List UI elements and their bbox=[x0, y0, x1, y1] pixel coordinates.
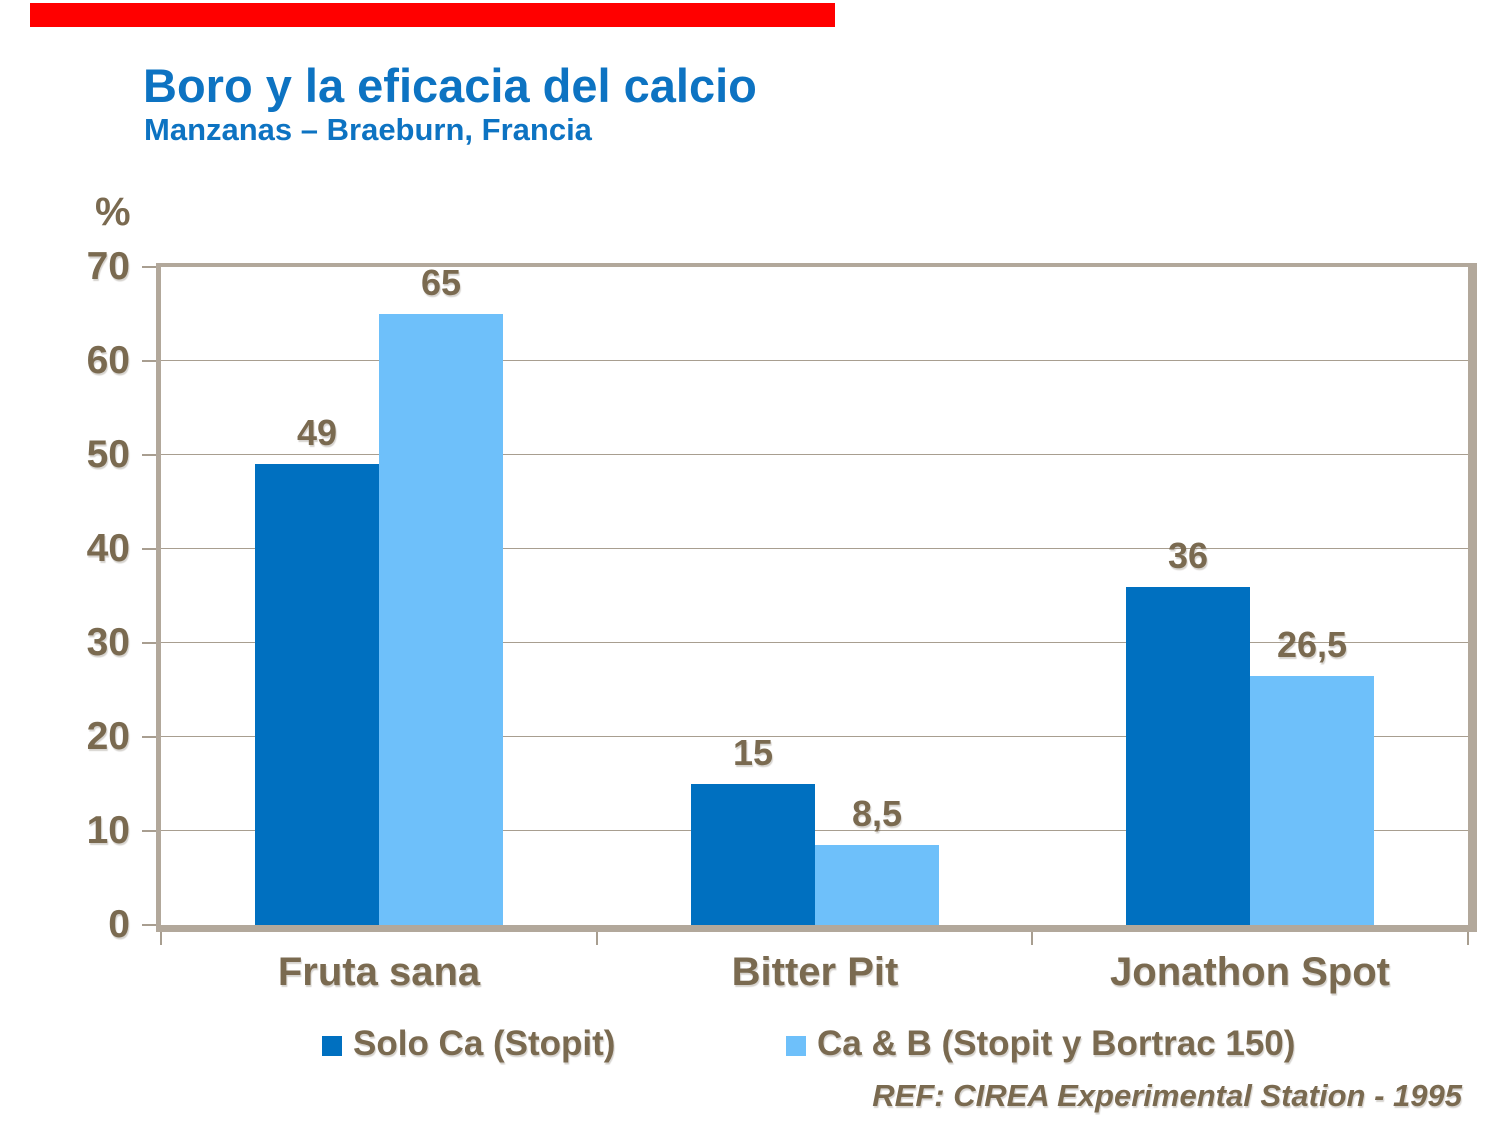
bar-value-label: 8,5 bbox=[851, 793, 903, 834]
y-tick-label: 20 bbox=[86, 715, 130, 758]
y-axis-unit-label: % bbox=[95, 190, 131, 234]
x-axis-tick bbox=[596, 932, 598, 945]
bar-value-label: 65 bbox=[420, 262, 462, 303]
legend-label: Ca & B (Stopit y Bortrac 150) bbox=[817, 1024, 1296, 1063]
y-tick-label: 50 bbox=[86, 433, 130, 476]
x-axis-tick bbox=[1467, 932, 1469, 945]
legend-swatch-dark-blue bbox=[322, 1036, 342, 1056]
page-title: Boro y la eficacia del calcio bbox=[143, 59, 757, 112]
gridline bbox=[161, 360, 1468, 361]
y-tick-label: 40 bbox=[86, 527, 130, 570]
gridline bbox=[161, 454, 1468, 455]
top-accent-bar bbox=[30, 3, 835, 27]
gridline bbox=[161, 736, 1468, 737]
bar-ca-b bbox=[1250, 676, 1374, 925]
y-tick-label: 30 bbox=[86, 621, 130, 664]
y-tick-label: 10 bbox=[86, 809, 130, 852]
x-axis-tick bbox=[160, 932, 162, 945]
bar-value-label: 26,5 bbox=[1276, 624, 1348, 665]
bar-solo-ca bbox=[691, 784, 815, 925]
gridline bbox=[161, 548, 1468, 549]
legend-label: Solo Ca (Stopit) bbox=[353, 1024, 616, 1063]
legend-item-solo-ca: Solo Ca (Stopit) bbox=[322, 1024, 615, 1064]
y-axis-tick bbox=[142, 360, 156, 362]
category-label: Fruta sana bbox=[277, 950, 481, 994]
y-axis-tick bbox=[142, 548, 156, 550]
page-subtitle: Manzanas – Braeburn, Francia bbox=[144, 112, 592, 147]
y-axis-tick bbox=[142, 642, 156, 644]
bar-value-label: 36 bbox=[1167, 535, 1209, 576]
bar-solo-ca bbox=[255, 464, 379, 925]
y-axis-tick bbox=[142, 924, 156, 926]
y-tick-label: 60 bbox=[86, 339, 130, 382]
legend-item-ca-b: Ca & B (Stopit y Bortrac 150) bbox=[786, 1024, 1295, 1064]
y-axis-tick bbox=[142, 736, 156, 738]
bar-ca-b bbox=[815, 845, 939, 925]
reference-text: REF: CIREA Experimental Station - 1995 bbox=[872, 1078, 1462, 1113]
y-axis-tick bbox=[142, 266, 156, 268]
gridline bbox=[161, 642, 1468, 643]
bar-value-label: 15 bbox=[732, 732, 774, 773]
y-tick-label: 70 bbox=[86, 245, 130, 288]
category-label: Bitter Pit bbox=[731, 950, 899, 994]
y-axis-tick bbox=[142, 830, 156, 832]
category-label: Jonathon Spot bbox=[1110, 950, 1390, 994]
x-axis-tick bbox=[1031, 932, 1033, 945]
chart-plot-area: 49 65 15 8,5 36 26,5 bbox=[156, 262, 1477, 932]
bar-ca-b bbox=[379, 314, 503, 925]
bar-value-label: 49 bbox=[296, 412, 338, 453]
bar-solo-ca bbox=[1126, 587, 1250, 925]
legend-swatch-light-blue bbox=[786, 1036, 806, 1056]
y-axis-tick bbox=[142, 454, 156, 456]
y-tick-label: 0 bbox=[108, 903, 130, 946]
